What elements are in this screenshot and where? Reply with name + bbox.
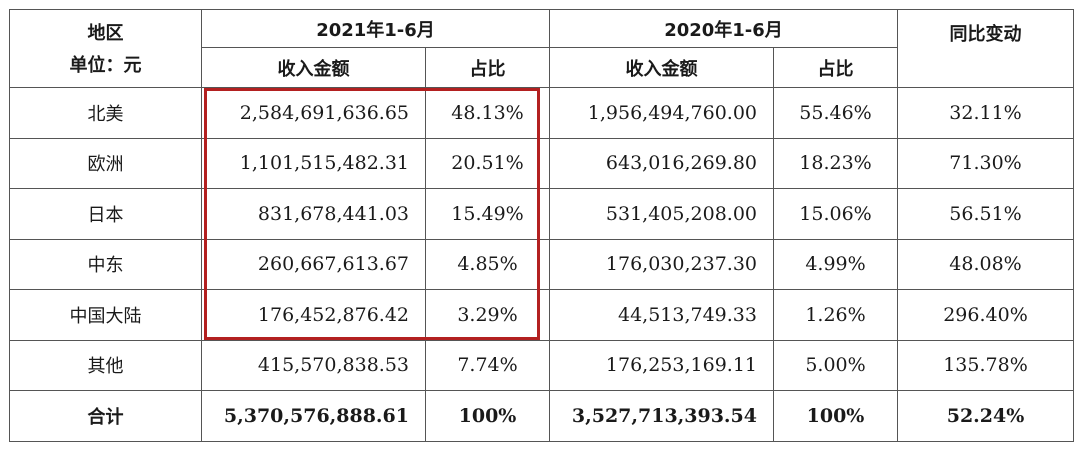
table-row: 欧洲 1,101,515,482.31 20.51% 643,016,269.8… bbox=[9, 137, 1074, 189]
table-row: 中东 260,667,613.67 4.85% 176,030,237.30 4… bbox=[9, 238, 1074, 290]
revenue-2021-header: 收入金额 bbox=[201, 47, 426, 88]
share-2020-cell: 5.00% bbox=[773, 339, 898, 391]
period-2020-header: 2020年1-6月 bbox=[549, 9, 898, 48]
revenue-2021-cell: 1,101,515,482.31 bbox=[201, 137, 426, 189]
yoy-cell: 135.78% bbox=[897, 339, 1074, 391]
yoy-cell: 48.08% bbox=[897, 238, 1074, 290]
revenue-2020-cell: 176,253,169.11 bbox=[549, 339, 774, 391]
yoy-cell: 296.40% bbox=[897, 289, 1074, 341]
share-2021-cell: 7.74% bbox=[425, 339, 550, 391]
total-label-cell: 合计 bbox=[9, 390, 202, 442]
period-2021-header: 2021年1-6月 bbox=[201, 9, 550, 48]
region-cell: 中东 bbox=[9, 238, 202, 290]
revenue-2020-cell: 531,405,208.00 bbox=[549, 188, 774, 240]
region-cell: 北美 bbox=[9, 87, 202, 139]
header-row-1: 地区 单位：元 2021年1-6月 2020年1-6月 同比变动 bbox=[9, 9, 1074, 88]
total-revenue-2021-cell: 5,370,576,888.61 bbox=[201, 390, 426, 442]
yoy-cell: 32.11% bbox=[897, 87, 1074, 139]
table-row: 日本 831,678,441.03 15.49% 531,405,208.00 … bbox=[9, 188, 1074, 240]
share-2021-cell: 15.49% bbox=[425, 188, 550, 240]
table-row: 中国大陆 176,452,876.42 3.29% 44,513,749.33 … bbox=[9, 289, 1074, 341]
total-row: 合计 5,370,576,888.61 100% 3,527,713,393.5… bbox=[9, 390, 1074, 442]
total-share-2021-cell: 100% bbox=[425, 390, 550, 442]
total-yoy-cell: 52.24% bbox=[897, 390, 1074, 442]
revenue-2021-cell: 260,667,613.67 bbox=[201, 238, 426, 290]
region-cell: 其他 bbox=[9, 339, 202, 391]
region-cell: 中国大陆 bbox=[9, 289, 202, 341]
region-header: 地区 bbox=[87, 23, 124, 44]
revenue-2021-cell: 176,452,876.42 bbox=[201, 289, 426, 341]
revenue-2021-cell: 831,678,441.03 bbox=[201, 188, 426, 240]
revenue-2021-cell: 415,570,838.53 bbox=[201, 339, 426, 391]
corner-header-cell: 地区 单位：元 bbox=[9, 9, 202, 88]
share-2021-cell: 3.29% bbox=[425, 289, 550, 341]
share-2020-cell: 18.23% bbox=[773, 137, 898, 189]
region-cell: 日本 bbox=[9, 188, 202, 240]
share-2021-cell: 20.51% bbox=[425, 137, 550, 189]
revenue-2020-cell: 1,956,494,760.00 bbox=[549, 87, 774, 139]
total-revenue-2020-cell: 3,527,713,393.54 bbox=[549, 390, 774, 442]
share-2020-cell: 4.99% bbox=[773, 238, 898, 290]
revenue-2020-cell: 643,016,269.80 bbox=[549, 137, 774, 189]
share-2021-cell: 48.13% bbox=[425, 87, 550, 139]
share-2020-cell: 55.46% bbox=[773, 87, 898, 139]
share-2021-header: 占比 bbox=[425, 47, 550, 88]
yoy-header: 同比变动 bbox=[897, 9, 1074, 88]
revenue-2020-cell: 44,513,749.33 bbox=[549, 289, 774, 341]
header-row-2: 收入金额 占比 收入金额 占比 bbox=[10, 47, 1074, 88]
share-2020-cell: 15.06% bbox=[773, 188, 898, 240]
table-row: 北美 2,584,691,636.65 48.13% 1,956,494,760… bbox=[9, 87, 1074, 139]
share-2020-header: 占比 bbox=[773, 47, 898, 88]
revenue-2021-cell: 2,584,691,636.65 bbox=[201, 87, 426, 139]
revenue-2020-cell: 176,030,237.30 bbox=[549, 238, 774, 290]
region-cell: 欧洲 bbox=[9, 137, 202, 189]
regional-revenue-table: 地区 单位：元 2021年1-6月 2020年1-6月 同比变动 收入金额 占比… bbox=[9, 9, 1074, 442]
unit-header: 单位：元 bbox=[69, 55, 142, 76]
revenue-2020-header: 收入金额 bbox=[549, 47, 774, 88]
yoy-cell: 71.30% bbox=[897, 137, 1074, 189]
yoy-cell: 56.51% bbox=[897, 188, 1074, 240]
share-2020-cell: 1.26% bbox=[773, 289, 898, 341]
share-2021-cell: 4.85% bbox=[425, 238, 550, 290]
table-row: 其他 415,570,838.53 7.74% 176,253,169.11 5… bbox=[9, 339, 1074, 391]
total-share-2020-cell: 100% bbox=[773, 390, 898, 442]
